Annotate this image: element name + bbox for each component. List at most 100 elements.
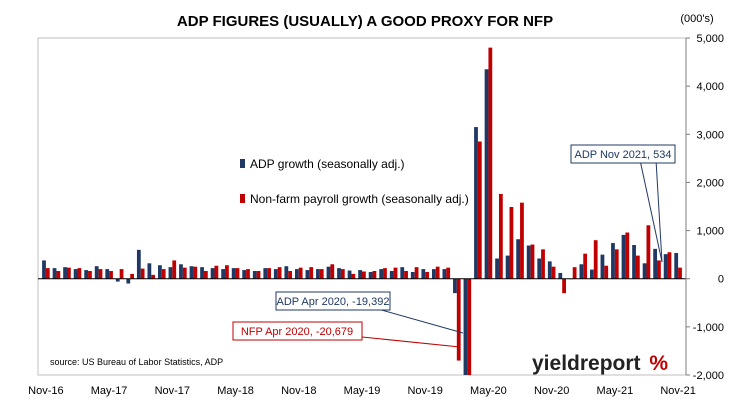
y-tick-label: 5,000 [696,33,724,45]
nfp-bar [182,267,187,279]
x-tick-label: May-17 [91,385,128,397]
adp-bar [516,239,521,279]
adp-bar [547,261,552,279]
nfp-bar [214,265,219,279]
adp-bar [126,278,131,284]
nfp-bar [246,269,250,279]
nfp-bar [372,271,377,279]
annotation-leader-adp-apr20 [377,308,464,334]
nfp-bar [256,271,261,279]
nfp-bar [203,271,208,279]
annotation-leader-adp-nov21-2 [655,159,663,263]
adp-bar [474,127,478,279]
nfp-bar [551,266,556,279]
y-tick-label: 3,000 [696,129,724,141]
nfp-bar [277,267,282,279]
adp-bar [189,266,194,279]
x-tick-label: Nov-17 [155,385,190,397]
adp-bar [558,272,563,279]
adp-bar [663,254,668,279]
adp-bar [579,264,584,279]
y-tick-label: -1,000 [693,322,724,334]
nfp-bar [309,267,314,279]
nfp-bar [88,271,92,279]
nfp-bar [383,268,387,279]
adp-bar [252,271,257,279]
x-tick-label: Nov-20 [534,385,569,397]
adp-bar [505,255,510,279]
adp-bar [632,245,636,279]
y-tick-label: 0 [718,274,724,286]
y-tick-label: 1,000 [696,226,724,238]
nfp-bar [678,267,682,279]
adp-bar [410,271,415,279]
adp-bar [284,266,289,279]
adp-bar [379,269,384,279]
adp-bar [316,269,320,279]
logo-text: yieldreport [532,352,641,375]
adp-bar [84,270,89,279]
yieldreport-logo: yieldreport % [532,352,668,375]
adp-bar [158,265,162,279]
nfp-bar [635,255,640,279]
annotation-adp-apr20: ADP Apr 2020, -19,392 [277,296,390,308]
adp-bar [94,266,99,279]
adp-bar [347,270,352,279]
adp-bar [653,248,658,279]
annotation-box-adp-nov21 [570,144,676,164]
x-tick-label: Nov-19 [407,385,442,397]
nfp-bar [172,260,177,279]
nfp-bar [319,269,324,279]
nfp-bar [604,265,609,279]
nfp-bar [151,274,156,279]
nfp-bar [625,232,630,279]
adp-bar [463,278,468,375]
adp-bar [621,234,626,279]
nfp-bar [330,264,335,279]
nfp-bar [530,244,535,279]
legend-swatch-adp [240,159,245,168]
x-tick-label: May-18 [217,385,254,397]
nfp-bar [562,278,566,294]
adp-bar [231,268,236,279]
adp-bar [442,269,447,279]
y-tick-label: 2,000 [696,177,724,189]
axes-group: -2,000 -1,000 0 1,000 2,000 3,000 4,000 5,000 No… [28,33,724,397]
nfp-bar [340,269,345,279]
nfp-bar [572,267,577,279]
adp-bar [431,269,436,279]
nfp-bar [225,265,229,279]
adp-bar [136,249,141,279]
adp-bar [73,269,78,279]
nfp-bar [414,267,419,279]
adp-bar [611,243,615,279]
x-tick-label: Nov-18 [281,385,316,397]
nfp-bar [456,278,461,361]
nfp-bar [614,249,619,279]
nfp-bar [56,271,61,279]
adp-bar [674,253,679,279]
annotation-leader-adp-nov21 [639,159,663,263]
annotation-leader-nfp-apr20 [361,336,461,348]
nfp-bar [161,269,166,279]
adp-bar [484,69,489,279]
source-note: source: US Bureau of Labor Statistics, A… [50,357,223,367]
adp-bar [105,269,110,279]
x-tick-label: May-21 [597,385,634,397]
adp-bar [389,271,394,279]
nfp-bar [657,260,661,279]
y-tick-label: 4,000 [696,81,724,93]
adp-bar [242,270,247,279]
adp-bar [537,258,542,279]
adp-bar [368,271,373,279]
chart-title: ADP FIGURES (USUALLY) A GOOD PROXY FOR N… [177,13,553,30]
adp-bar [526,245,531,279]
nfp-bar [404,271,408,279]
adp-bar [400,267,405,279]
nfp-bar [98,269,103,279]
nfp-bar [267,268,271,279]
nfp-bar [193,266,198,279]
adp-bar [358,270,362,279]
nfp-bar [235,268,240,279]
